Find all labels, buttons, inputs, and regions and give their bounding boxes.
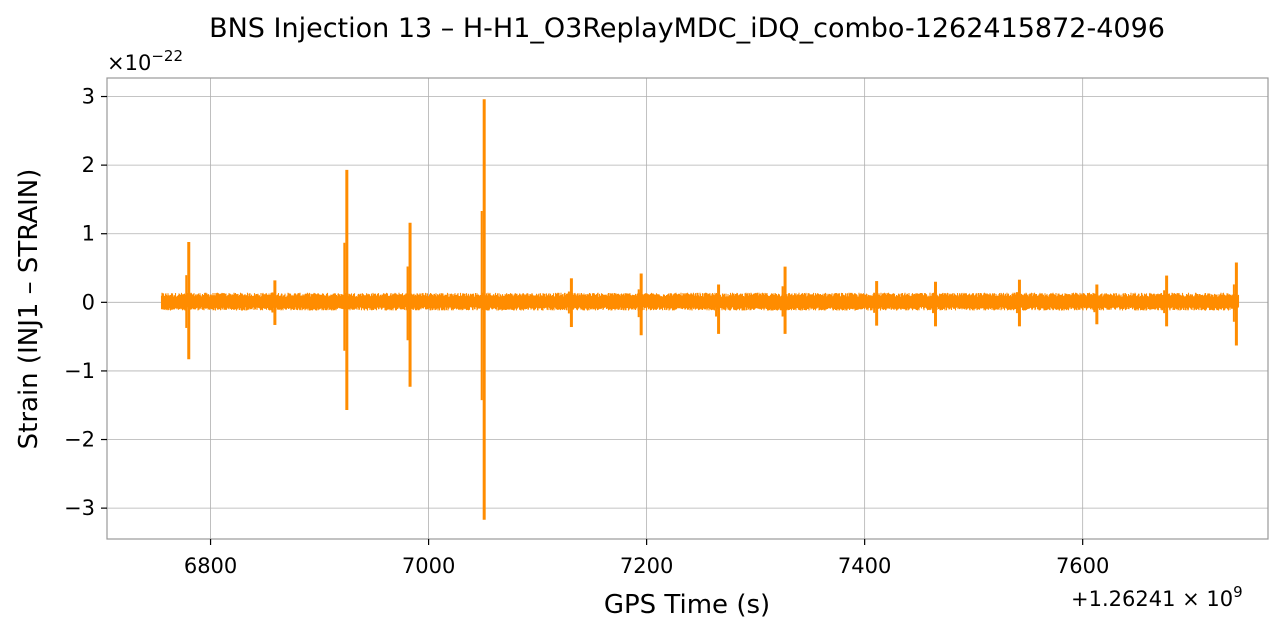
x-axis-label: GPS Time (s) — [604, 590, 770, 620]
y-tick-label: −3 — [64, 496, 95, 520]
chart-title: BNS Injection 13 – H-H1_O3ReplayMDC_iDQ_… — [209, 13, 1165, 44]
plot-frame — [106, 77, 1269, 540]
y-multiplier: ×10−22 — [107, 47, 183, 75]
x-tick-label: 7200 — [620, 554, 673, 578]
y-tick-label: 1 — [82, 222, 95, 246]
y-multiplier-exponent: −22 — [151, 47, 183, 65]
x-tick-label: 7000 — [402, 554, 455, 578]
x-offset-exponent: 9 — [1233, 583, 1243, 601]
y-multiplier-base: ×10 — [107, 51, 151, 75]
x-tick-label: 6800 — [184, 554, 237, 578]
x-tick-label: 7400 — [838, 554, 891, 578]
series-noise-band — [160, 292, 1240, 311]
y-tick-label: 2 — [82, 153, 95, 177]
y-axis-label: Strain (INJ1 – STRAIN) — [14, 169, 44, 450]
y-tick-label: −1 — [64, 359, 95, 383]
y-tick-label: 0 — [82, 290, 95, 314]
x-offset-base: +1.26241 × 10 — [1071, 587, 1233, 611]
x-axis: 6800 7000 7200 7400 7600 — [184, 539, 1109, 578]
y-axis: −3 −2 −1 0 1 2 3 — [64, 85, 107, 520]
y-tick-label: 3 — [82, 85, 95, 109]
x-offset: +1.26241 × 109 — [1071, 583, 1243, 611]
y-tick-label: −2 — [64, 428, 95, 452]
x-tick-label: 7600 — [1056, 554, 1109, 578]
series-strain — [160, 99, 1240, 520]
